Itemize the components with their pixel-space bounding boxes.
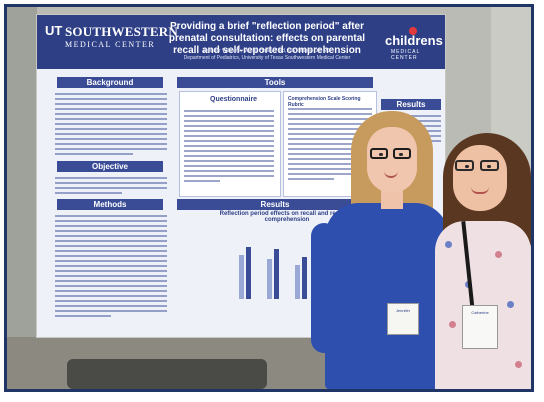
- chart-bar: [267, 259, 272, 299]
- methods-text: [55, 215, 167, 320]
- person-left-face: [367, 127, 417, 193]
- poster-header: UT SOUTHWESTERN MEDICAL CENTER Providing…: [37, 15, 445, 69]
- smile: [384, 171, 398, 178]
- chart-bar: [246, 247, 251, 299]
- logo-prefix: UT: [45, 23, 63, 38]
- partner-logo-word: childrens: [385, 33, 443, 48]
- logo-subtitle: MEDICAL CENTER: [65, 40, 156, 49]
- eye: [399, 153, 403, 156]
- author-names: Jennifer Williams, MS III; Holley Ford, …: [202, 48, 332, 54]
- rubric-title: Comprehension Scale Scoring Rubric: [288, 96, 361, 108]
- chart-bar: [295, 265, 300, 299]
- section-tools: Tools: [177, 77, 373, 88]
- poster-title: Providing a brief "reflection period" af…: [168, 21, 366, 56]
- heart-icon: [409, 27, 417, 35]
- name-badge-left: Jennifer: [387, 303, 419, 335]
- person-left-neck: [381, 189, 403, 209]
- partner-logo-subtitle: MEDICAL CENTER: [391, 49, 421, 61]
- background-wall-left: [7, 7, 37, 389]
- author-affiliation: Department of Pediatrics, University of …: [183, 55, 351, 61]
- ut-southwestern-logo: UT SOUTHWESTERN MEDICAL CENTER: [45, 23, 178, 59]
- rubric-text: [288, 108, 372, 183]
- questionnaire-box: Questionnaire: [179, 91, 281, 197]
- chart-title: Reflection period effects on recall and …: [219, 211, 355, 223]
- glasses-icon: [370, 148, 414, 160]
- person-right-face: [453, 145, 507, 211]
- section-objective: Objective: [57, 161, 163, 172]
- eye: [379, 153, 383, 156]
- section-results-right: Results: [381, 99, 441, 110]
- questionnaire-title: Questionnaire: [210, 96, 258, 103]
- section-methods: Methods: [57, 199, 163, 210]
- chart-bar: [239, 255, 244, 299]
- chart-bar: [274, 249, 279, 299]
- smile: [471, 187, 489, 194]
- chart-bar: [302, 257, 307, 299]
- person-left-dress: [325, 203, 449, 389]
- childrens-logo: childrens MEDICAL CENTER: [385, 27, 443, 61]
- objective-text: [55, 177, 167, 197]
- badge-right-name: Catherine: [471, 310, 489, 315]
- logo-name: SOUTHWESTERN: [65, 24, 178, 39]
- background-text: [55, 93, 167, 158]
- badge-left-name: Jennifer: [395, 308, 411, 313]
- eye: [487, 165, 491, 168]
- glasses-icon: [455, 160, 503, 172]
- name-badge-right: Catherine: [462, 305, 498, 349]
- questionnaire-text: [184, 110, 274, 185]
- poster-authors: Jennifer Williams, MS III; Holley Ford, …: [157, 48, 377, 62]
- section-background: Background: [57, 77, 163, 88]
- floor-shadow: [67, 359, 267, 389]
- photo-frame: UT SOUTHWESTERN MEDICAL CENTER Providing…: [4, 4, 534, 392]
- eye: [465, 165, 469, 168]
- section-results: Results: [177, 199, 373, 210]
